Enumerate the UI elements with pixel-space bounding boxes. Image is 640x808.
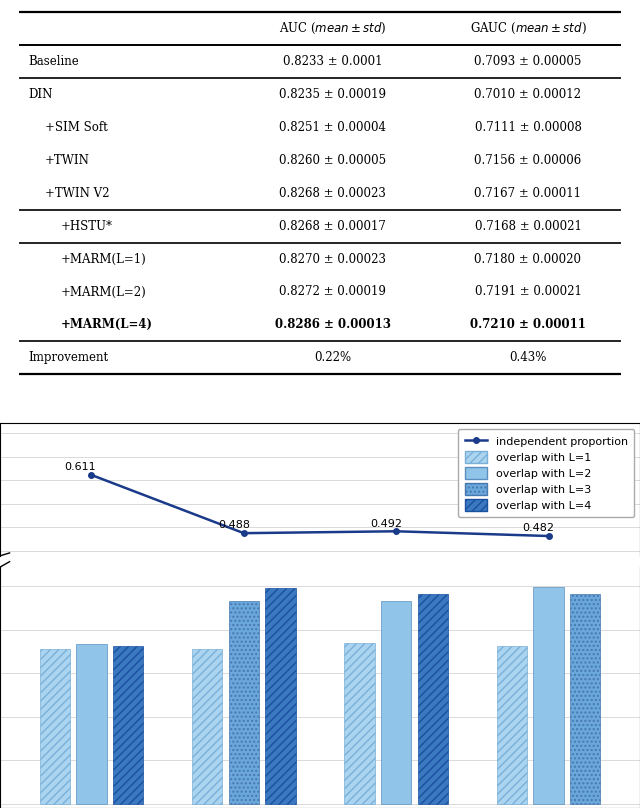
Bar (570, 650, 600, 764)
Text: 0.8260 ± 0.00005: 0.8260 ± 0.00005 (279, 154, 387, 167)
Text: 0.611: 0.611 (64, 462, 95, 472)
Text: 0.7191 ± 0.00021: 0.7191 ± 0.00021 (475, 285, 581, 298)
Bar (497, 646, 527, 804)
Bar (76, 677, 107, 764)
Text: Baseline: Baseline (29, 55, 79, 69)
Text: +MARM(L=4): +MARM(L=4) (61, 318, 153, 331)
Text: 0.7093 ± 0.00005: 0.7093 ± 0.00005 (474, 55, 582, 69)
Bar (344, 642, 375, 804)
Text: 0.7180 ± 0.00020: 0.7180 ± 0.00020 (474, 253, 582, 266)
Text: 0.43%: 0.43% (509, 351, 547, 364)
Bar (344, 676, 375, 764)
Bar (113, 646, 143, 804)
Text: GAUC ($\mathit{mean} \pm \mathit{std}$): GAUC ($\mathit{mean} \pm \mathit{std}$) (470, 21, 586, 36)
Text: 0.7010 ± 0.00012: 0.7010 ± 0.00012 (474, 88, 582, 101)
Text: +TWIN: +TWIN (45, 154, 90, 167)
Bar (533, 646, 564, 764)
Text: AUC ($\mathit{mean} \pm \mathit{std}$): AUC ($\mathit{mean} \pm \mathit{std}$) (279, 21, 387, 36)
Bar (192, 649, 223, 804)
Text: 0.7168 ± 0.00021: 0.7168 ± 0.00021 (475, 220, 581, 233)
Bar (417, 650, 448, 764)
Bar (381, 601, 412, 804)
Bar (228, 654, 259, 764)
Bar (570, 594, 600, 804)
Text: 0.7156 ± 0.00006: 0.7156 ± 0.00006 (474, 154, 582, 167)
Bar (228, 601, 259, 804)
Bar (533, 587, 564, 804)
Text: 0.482: 0.482 (523, 524, 555, 533)
Bar (497, 679, 527, 764)
Bar (113, 679, 143, 764)
Text: 0.7167 ± 0.00011: 0.7167 ± 0.00011 (474, 187, 582, 200)
Legend: independent proportion, overlap with L=1, overlap with L=2, overlap with L=3, ov: independent proportion, overlap with L=1… (458, 429, 634, 517)
Text: 0.492: 0.492 (371, 519, 403, 528)
Text: 0.8272 ± 0.00019: 0.8272 ± 0.00019 (280, 285, 386, 298)
Text: +HSTU*: +HSTU* (61, 220, 113, 233)
Bar (40, 680, 70, 764)
Text: +TWIN V2: +TWIN V2 (45, 187, 109, 200)
Text: 0.22%: 0.22% (314, 351, 351, 364)
Text: +SIM Soft: +SIM Soft (45, 121, 108, 134)
Text: 0.8268 ± 0.00023: 0.8268 ± 0.00023 (280, 187, 386, 200)
Text: 0.7111 ± 0.00008: 0.7111 ± 0.00008 (475, 121, 581, 134)
Text: +MARM(L=1): +MARM(L=1) (61, 253, 147, 266)
Text: 0.7210 ± 0.00011: 0.7210 ± 0.00011 (470, 318, 586, 331)
Text: Improvement: Improvement (29, 351, 109, 364)
Text: 0.8235 ± 0.00019: 0.8235 ± 0.00019 (279, 88, 387, 101)
Text: 0.8251 ± 0.00004: 0.8251 ± 0.00004 (279, 121, 387, 134)
Text: 0.488: 0.488 (218, 520, 250, 530)
Bar (265, 588, 296, 804)
Bar (265, 646, 296, 764)
Bar (76, 645, 107, 804)
Text: 0.8270 ± 0.00023: 0.8270 ± 0.00023 (279, 253, 387, 266)
Bar (417, 594, 448, 804)
Text: 0.8233 ± 0.0001: 0.8233 ± 0.0001 (283, 55, 383, 69)
Text: DIN: DIN (29, 88, 53, 101)
Text: 0.8268 ± 0.00017: 0.8268 ± 0.00017 (280, 220, 386, 233)
Text: 0.8286 ± 0.00013: 0.8286 ± 0.00013 (275, 318, 391, 331)
Bar (381, 654, 412, 764)
Text: +MARM(L=2): +MARM(L=2) (61, 285, 147, 298)
Bar (192, 680, 223, 764)
Bar (40, 649, 70, 804)
